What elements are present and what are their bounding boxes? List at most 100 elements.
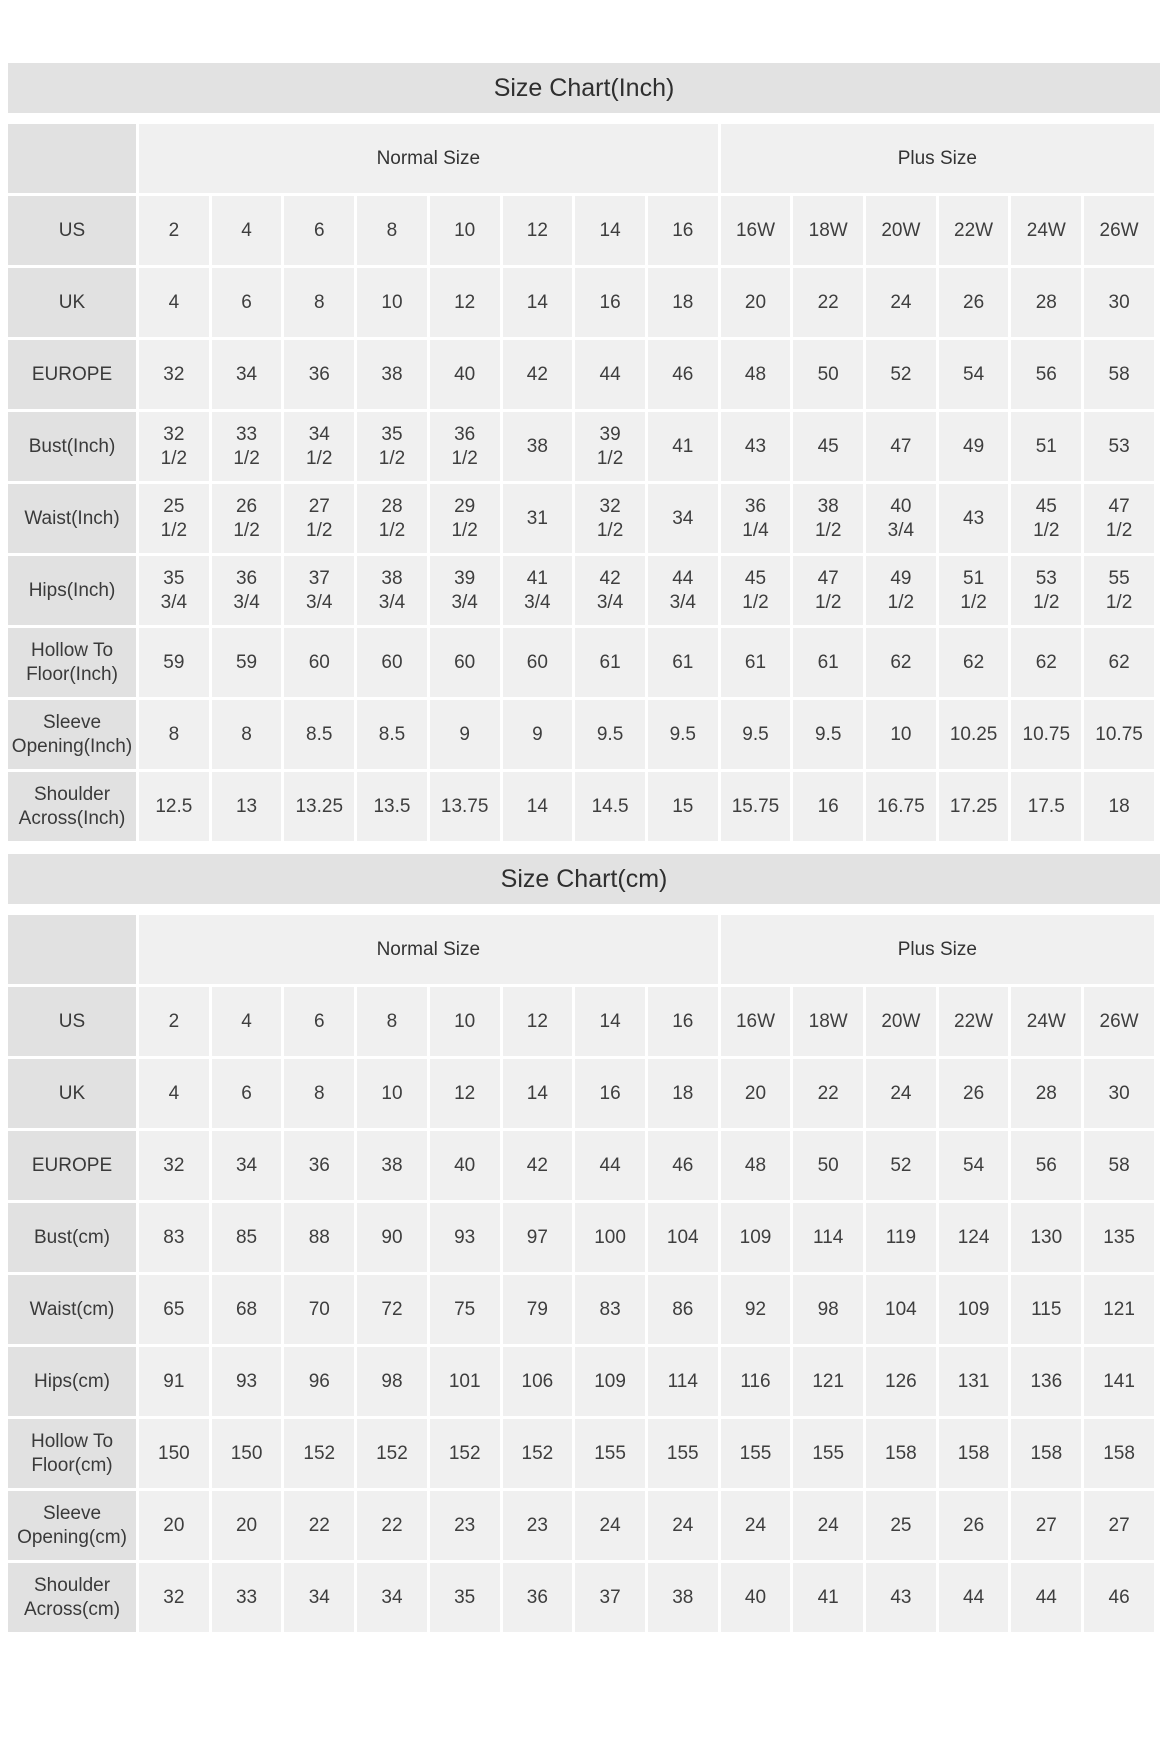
data-cell: 43: [866, 1563, 936, 1632]
data-cell: 47 1/2: [1084, 484, 1154, 553]
data-cell: 152: [357, 1419, 427, 1488]
data-cell: 18W: [793, 196, 864, 265]
data-cell: 39 1/2: [575, 412, 645, 481]
row-header-cell: US: [8, 987, 136, 1056]
data-cell: 60: [357, 628, 427, 697]
data-cell: 32: [139, 340, 209, 409]
group-header-cell: Normal Size: [139, 124, 718, 193]
data-cell: 26: [938, 268, 1009, 337]
data-cell: 130: [1011, 1203, 1082, 1272]
data-cell: 23: [429, 1491, 500, 1560]
data-cell: 152: [429, 1419, 500, 1488]
table-row: Shoulder Across(Inch) 12.5 13 13.25 13.5 13.7…: [8, 772, 1154, 841]
data-cell: 32: [139, 1131, 209, 1200]
data-cell: 28: [1011, 1059, 1082, 1128]
row-header-cell: UK: [8, 268, 136, 337]
data-cell: 126: [866, 1347, 936, 1416]
data-cell: 16: [575, 1059, 645, 1128]
table-row: US 2 4 6 8 10 12 14 16 16W 18W 20W 22W 24W 26W: [8, 196, 1154, 265]
data-cell: 12: [429, 1059, 500, 1128]
data-cell: 35 1/2: [357, 412, 427, 481]
data-cell: 41: [793, 1563, 864, 1632]
data-cell: 43: [938, 484, 1009, 553]
data-cell: 14: [575, 196, 645, 265]
data-cell: 46: [647, 340, 718, 409]
data-cell: 152: [284, 1419, 355, 1488]
data-cell: 58: [1084, 1131, 1154, 1200]
data-cell: 26: [938, 1059, 1009, 1128]
data-cell: 14.5: [575, 772, 645, 841]
data-cell: 106: [502, 1347, 573, 1416]
data-cell: 43: [720, 412, 791, 481]
table-row: Sleeve Opening(Inch) 8 8 8.5 8.5 9 9 9.5 9.5 9.5 9…: [8, 700, 1154, 769]
data-cell: 59: [139, 628, 209, 697]
data-cell: 44: [1011, 1563, 1082, 1632]
data-cell: 40 3/4: [866, 484, 936, 553]
row-header-cell: Waist(cm): [8, 1275, 136, 1344]
row-header-cell: Hollow To Floor(Inch): [8, 628, 136, 697]
data-cell: 34: [357, 1563, 427, 1632]
data-cell: 98: [357, 1347, 427, 1416]
data-cell: 91: [139, 1347, 209, 1416]
data-cell: 13: [211, 772, 282, 841]
table-row: Hollow To Floor(cm) 150 150 152 152 152 152 155…: [8, 1419, 1154, 1488]
data-cell: 56: [1011, 340, 1082, 409]
data-cell: 54: [938, 340, 1009, 409]
data-cell: 24W: [1011, 987, 1082, 1056]
data-cell: 150: [139, 1419, 209, 1488]
data-cell: 41 3/4: [502, 556, 573, 625]
data-cell: 114: [793, 1203, 864, 1272]
data-cell: 79: [502, 1275, 573, 1344]
group-header-cell: Plus Size: [720, 124, 1154, 193]
data-cell: 104: [647, 1203, 718, 1272]
data-cell: 15: [647, 772, 718, 841]
data-cell: 17.5: [1011, 772, 1082, 841]
data-cell: 24: [866, 1059, 936, 1128]
table-row: UK 4 6 8 10 12 14 16 18 20 22 24 26 28 30: [8, 268, 1154, 337]
data-cell: 62: [938, 628, 1009, 697]
data-cell: 42 3/4: [575, 556, 645, 625]
data-cell: 155: [720, 1419, 791, 1488]
data-cell: 24: [866, 268, 936, 337]
data-cell: 34: [211, 340, 282, 409]
data-cell: 50: [793, 340, 864, 409]
data-cell: 25 1/2: [139, 484, 209, 553]
data-cell: 6: [284, 196, 355, 265]
row-header-cell: Hips(cm): [8, 1347, 136, 1416]
row-header-cell: Sleeve Opening(Inch): [8, 700, 136, 769]
group-header-row: Normal Size Plus Size: [8, 124, 1154, 193]
data-cell: 36: [284, 1131, 355, 1200]
table-row: EUROPE 32 34 36 38 40 42 44 46 48 50 52 54 56 58: [8, 340, 1154, 409]
data-cell: 155: [575, 1419, 645, 1488]
data-cell: 20: [139, 1491, 209, 1560]
row-header-cell: Hollow To Floor(cm): [8, 1419, 136, 1488]
data-cell: 52: [866, 1131, 936, 1200]
data-cell: 119: [866, 1203, 936, 1272]
data-cell: 9.5: [720, 700, 791, 769]
data-cell: 35 3/4: [139, 556, 209, 625]
data-cell: 24: [793, 1491, 864, 1560]
data-cell: 8: [357, 196, 427, 265]
data-cell: 92: [720, 1275, 791, 1344]
data-cell: 20W: [866, 196, 936, 265]
size-chart-inch-table: Normal Size Plus Size US 2 4 6 8 10 12 14 16 16W 18W…: [5, 121, 1157, 844]
table-row: Hips(cm) 91 93 96 98 101 106 109 114 116 121 126 131…: [8, 1347, 1154, 1416]
data-cell: 36 1/4: [720, 484, 791, 553]
data-cell: 38 3/4: [357, 556, 427, 625]
data-cell: 109: [575, 1347, 645, 1416]
data-cell: 10: [429, 196, 500, 265]
data-cell: 109: [720, 1203, 791, 1272]
data-cell: 10: [357, 268, 427, 337]
data-cell: 61: [575, 628, 645, 697]
data-cell: 158: [1011, 1419, 1082, 1488]
data-cell: 12: [502, 987, 573, 1056]
size-chart-inch-title: Size Chart(Inch): [8, 63, 1160, 113]
data-cell: 20W: [866, 987, 936, 1056]
data-cell: 2: [139, 196, 209, 265]
data-cell: 36: [502, 1563, 573, 1632]
data-cell: 10.25: [938, 700, 1009, 769]
data-cell: 12: [502, 196, 573, 265]
data-cell: 35: [429, 1563, 500, 1632]
data-cell: 20: [211, 1491, 282, 1560]
data-cell: 158: [1084, 1419, 1154, 1488]
